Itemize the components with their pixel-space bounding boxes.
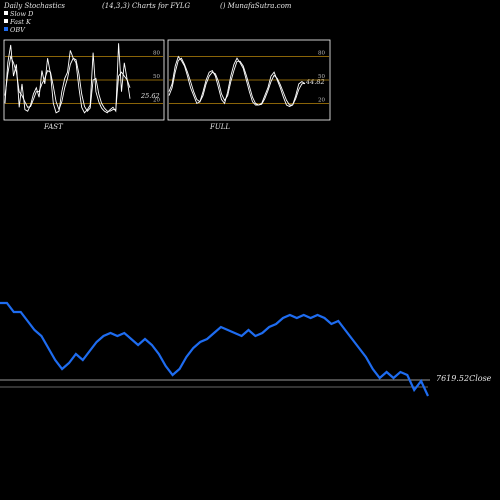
legend-swatch-fast-k (4, 19, 8, 23)
fast-tick-label-20: 20 (153, 97, 160, 103)
full-panel-label: FULL (209, 123, 230, 131)
obv-line (0, 301, 429, 397)
fast-value-label: 25.62 (140, 92, 160, 100)
fast-stoch-line-2 (4, 55, 131, 112)
full-stoch-line-2 (168, 57, 306, 106)
full-stochastic-panel: FULL 44.82 80 50 20 (167, 39, 331, 131)
legend-label-fast-k: Fast K (9, 18, 32, 26)
full-stoch-line-1 (168, 55, 306, 108)
obv-panel: 7619.52Close (0, 301, 492, 397)
legend-label-obv: OBV (10, 26, 26, 34)
fast-tick-label-80: 80 (153, 51, 160, 57)
chart-params: (14,3,3) Charts for FYLG (102, 2, 190, 10)
chart-title: Daily Stochastics (3, 2, 65, 10)
full-value-label: 44.82 (305, 78, 325, 86)
fast-stoch-line-1 (4, 43, 131, 114)
site-credit: () MunafaSutra.com (220, 2, 292, 10)
full-tick-label-50: 50 (318, 74, 325, 80)
fast-tick-label-50: 50 (153, 74, 160, 80)
legend-label-slow-d: Slow D (10, 10, 34, 18)
legend-swatch-obv (4, 27, 8, 31)
full-tick-label-20: 20 (318, 97, 325, 103)
fast-panel-label: FAST (43, 123, 64, 131)
legend-swatch-slow-d (4, 11, 8, 15)
full-tick-label-80: 80 (318, 51, 325, 57)
fast-stochastic-panel: FAST 25.62 80 50 20 (3, 39, 165, 131)
close-price-label: 7619.52Close (436, 374, 492, 383)
